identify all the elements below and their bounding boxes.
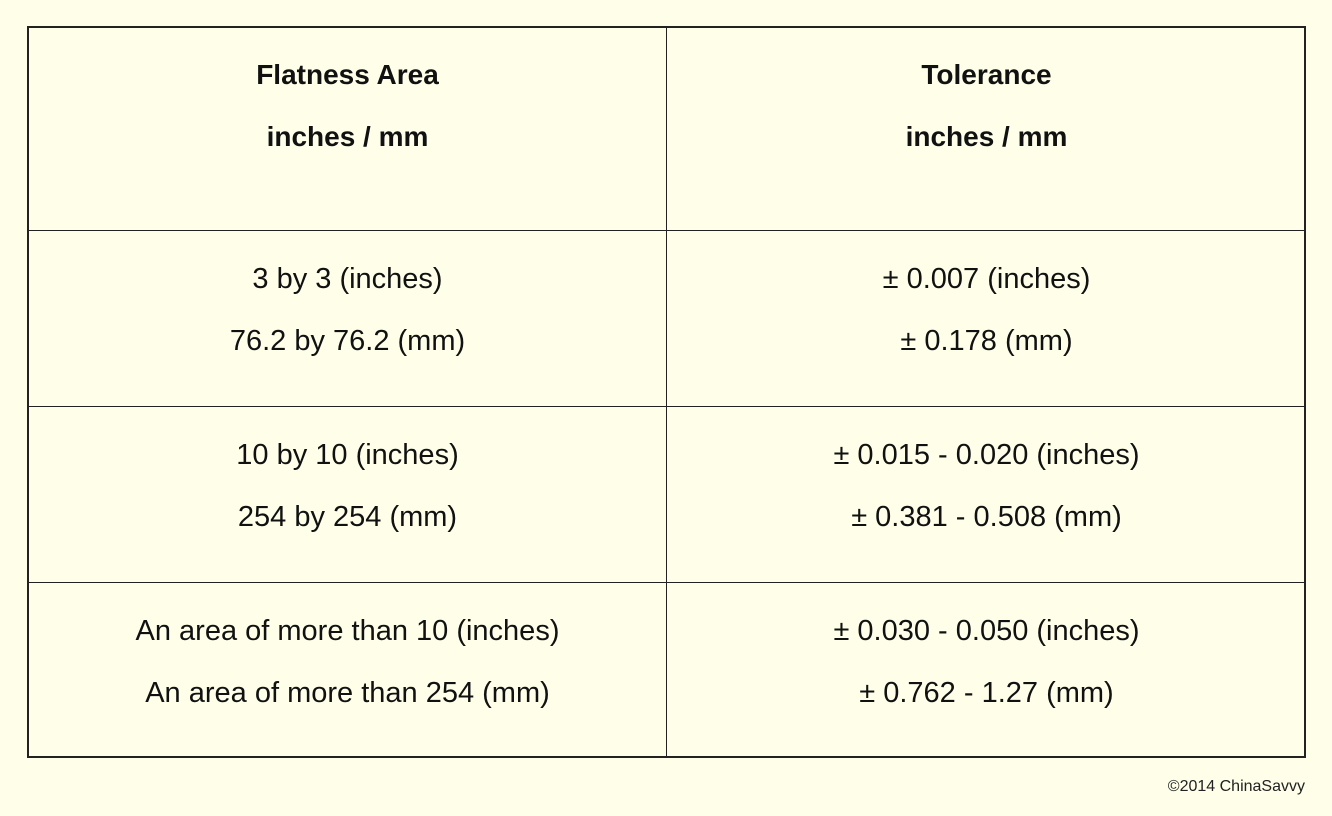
tolerance-mm: ± 0.762 - 1.27 (mm)	[859, 677, 1114, 709]
tolerance-cell: ± 0.015 - 0.020 (inches) ± 0.381 - 0.508…	[667, 407, 1306, 582]
area-inches: 10 by 10 (inches)	[236, 439, 459, 471]
table-header-row: Flatness Area inches / mm Tolerance inch…	[29, 28, 1304, 230]
area-mm: 76.2 by 76.2 (mm)	[229, 325, 466, 357]
tolerance-inches: ± 0.015 - 0.020 (inches)	[833, 439, 1140, 471]
header-flatness-area-units: inches / mm	[266, 121, 429, 152]
area-cell: An area of more than 10 (inches) An area…	[29, 583, 667, 758]
tolerance-mm: ± 0.381 - 0.508 (mm)	[851, 501, 1122, 533]
tolerance-inches: ± 0.030 - 0.050 (inches)	[833, 615, 1140, 647]
tolerance-cell: ± 0.007 (inches) ± 0.178 (mm)	[667, 231, 1306, 406]
header-tolerance-units: inches / mm	[905, 121, 1068, 152]
area-mm: 254 by 254 (mm)	[237, 501, 458, 533]
copyright-notice: ©2014 ChinaSavvy	[1167, 778, 1305, 795]
table-row: An area of more than 10 (inches) An area…	[29, 582, 1304, 758]
header-cell-flatness-area: Flatness Area inches / mm	[29, 28, 667, 230]
table-row: 10 by 10 (inches) 254 by 254 (mm) ± 0.01…	[29, 406, 1304, 582]
table-row: 3 by 3 (inches) 76.2 by 76.2 (mm) ± 0.00…	[29, 230, 1304, 406]
tolerance-inches: ± 0.007 (inches)	[882, 263, 1091, 295]
header-flatness-area-title: Flatness Area	[256, 59, 439, 90]
area-inches: An area of more than 10 (inches)	[135, 615, 560, 647]
area-mm: An area of more than 254 (mm)	[145, 677, 550, 709]
area-cell: 10 by 10 (inches) 254 by 254 (mm)	[29, 407, 667, 582]
area-cell: 3 by 3 (inches) 76.2 by 76.2 (mm)	[29, 231, 667, 406]
tolerance-cell: ± 0.030 - 0.050 (inches) ± 0.762 - 1.27 …	[667, 583, 1306, 758]
tolerance-mm: ± 0.178 (mm)	[900, 325, 1073, 357]
flatness-tolerance-table: Flatness Area inches / mm Tolerance inch…	[27, 26, 1306, 758]
header-cell-tolerance: Tolerance inches / mm	[667, 28, 1306, 230]
header-tolerance-title: Tolerance	[921, 59, 1052, 90]
area-inches: 3 by 3 (inches)	[252, 263, 443, 295]
